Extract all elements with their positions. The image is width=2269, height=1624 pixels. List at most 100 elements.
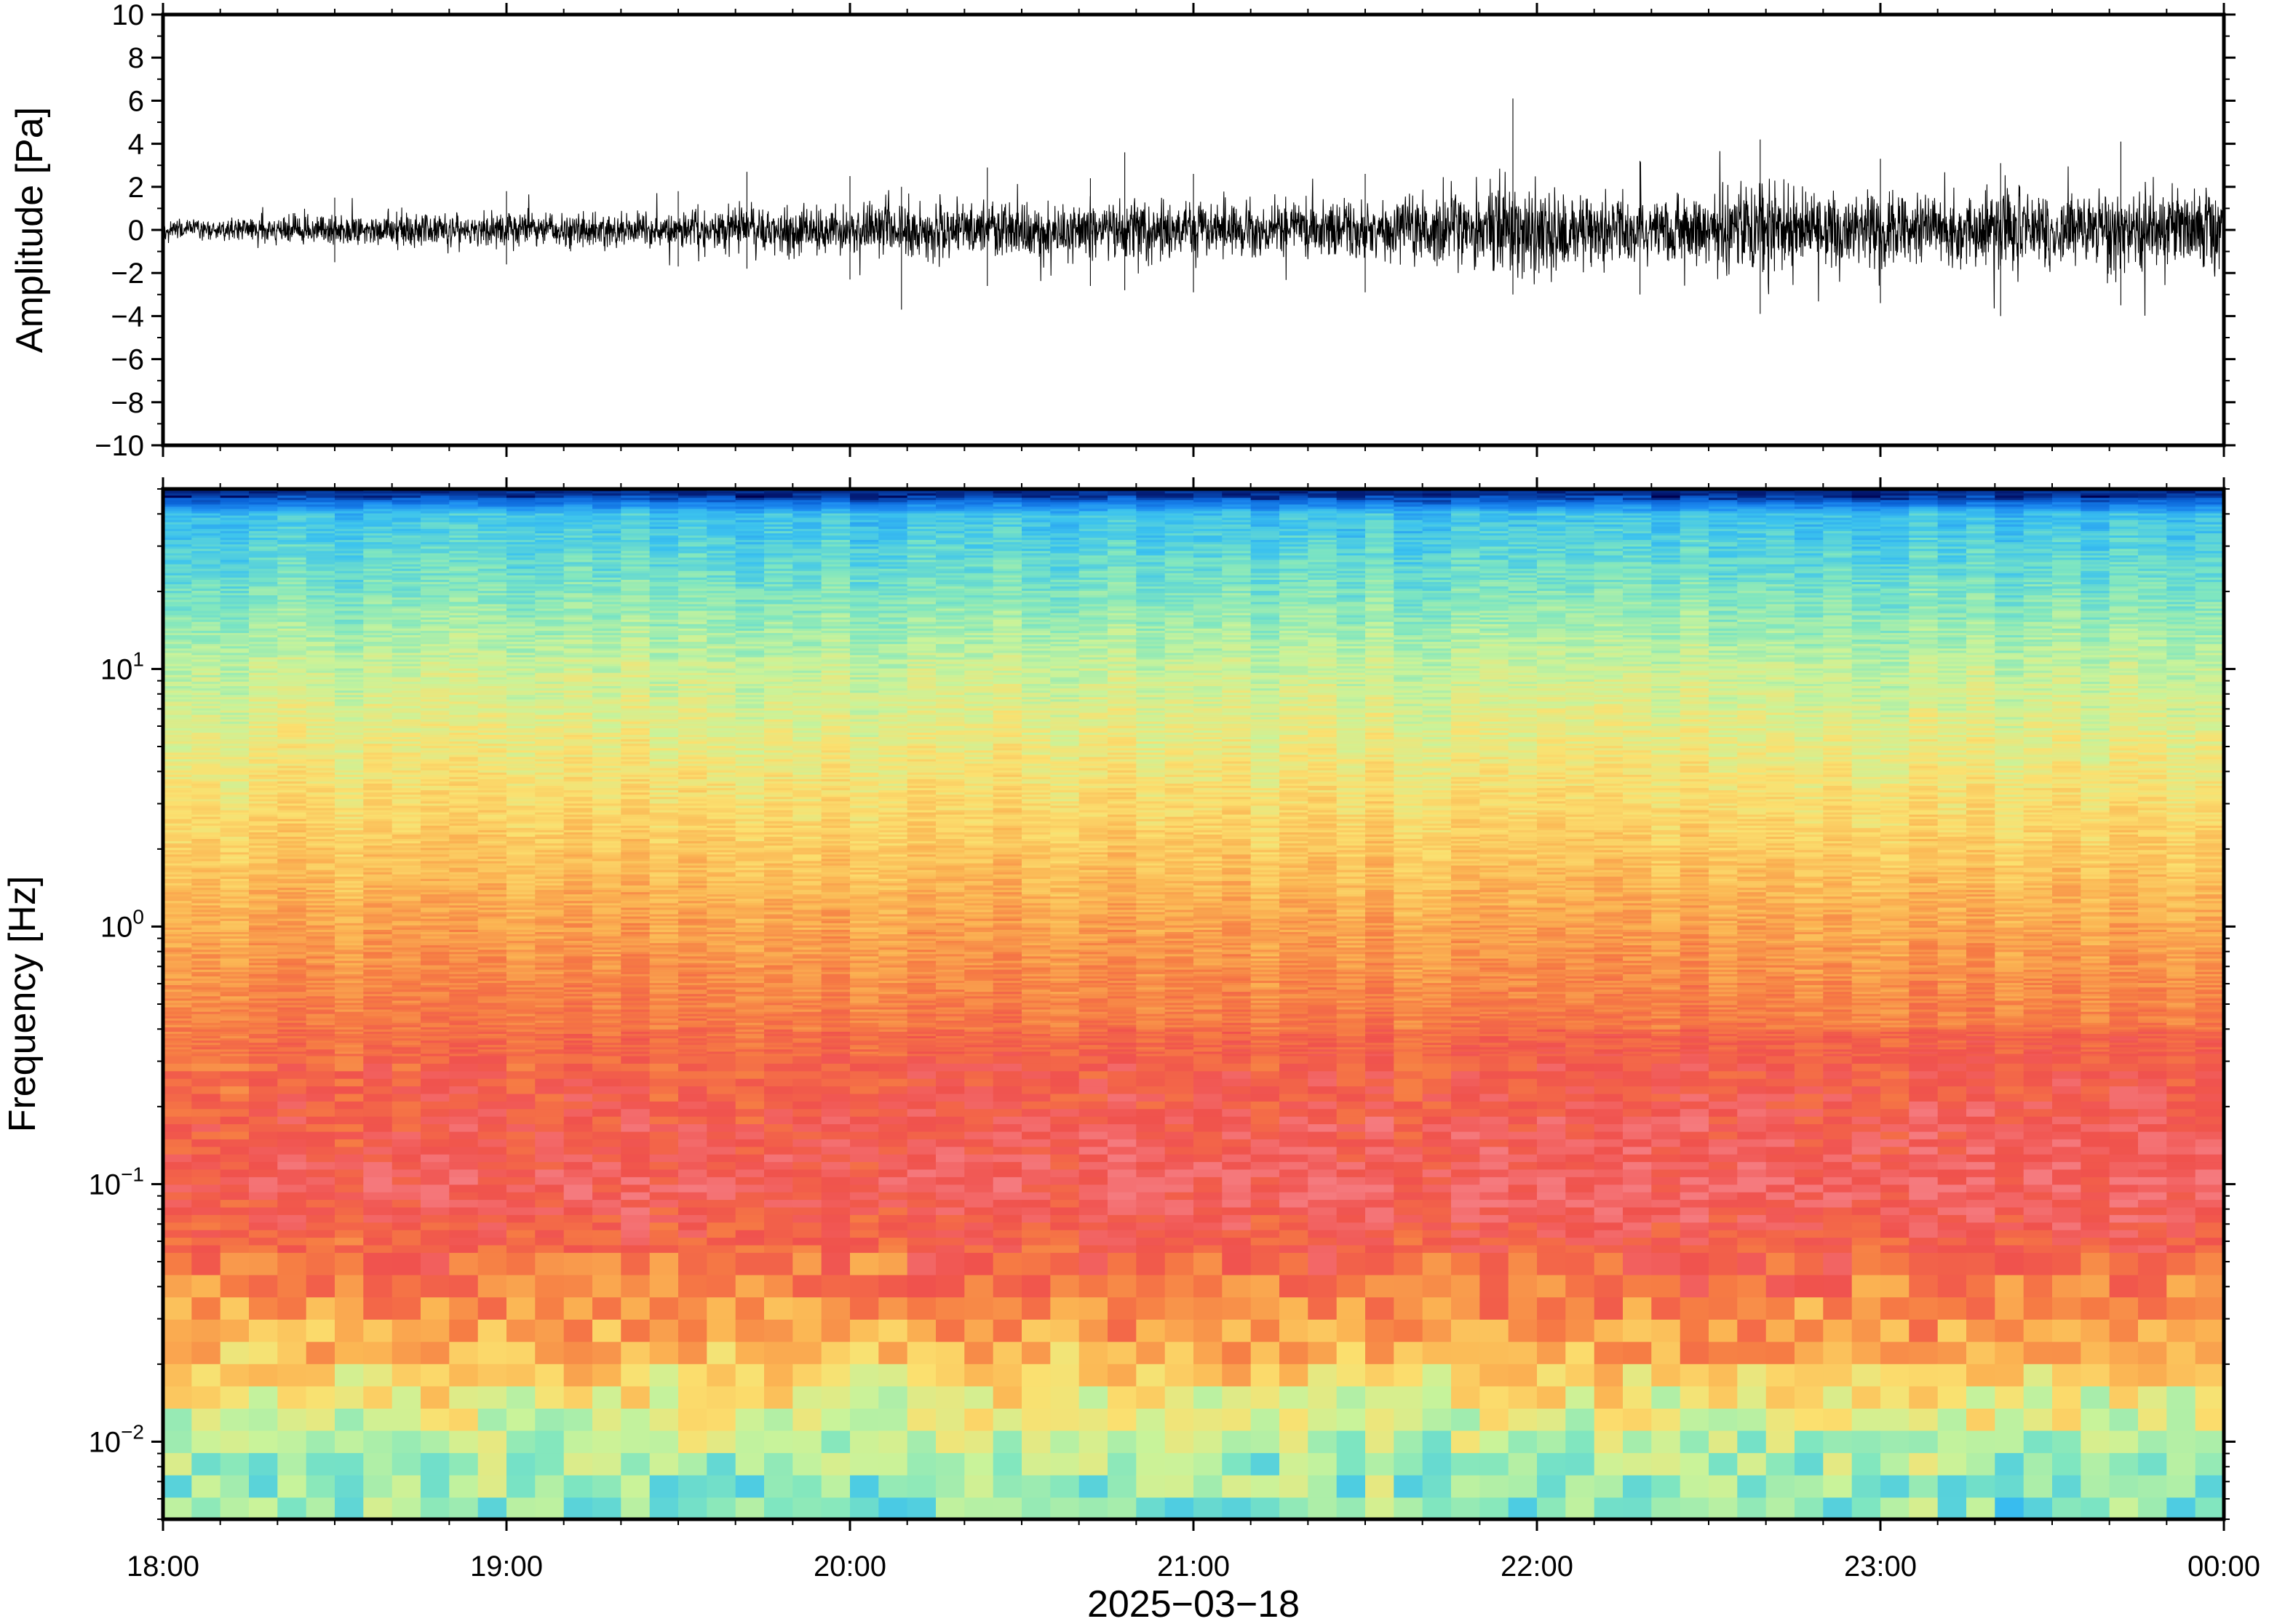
spectrogram-cell xyxy=(249,1252,278,1275)
spectrogram-cell xyxy=(191,1071,220,1079)
spectrogram-cell xyxy=(163,1237,192,1245)
spectrogram-cell xyxy=(306,1452,335,1475)
spectrogram-cell xyxy=(478,1078,507,1086)
spectrogram-cell xyxy=(392,1139,421,1147)
spectrogram-cell xyxy=(621,1408,650,1430)
spectrogram-cell xyxy=(592,1177,621,1185)
spectrogram-cell xyxy=(564,1475,593,1497)
spectrogram-cell xyxy=(478,1386,507,1409)
spectrogram-cell xyxy=(421,1252,450,1275)
spectrogram-cell xyxy=(363,1252,392,1275)
spectrogram-cell xyxy=(535,1386,564,1409)
spectrogram-cell xyxy=(220,1497,250,1519)
spectrogram-cell xyxy=(335,1319,364,1342)
spectrogram-cell xyxy=(363,1154,392,1162)
spectrogram-cell xyxy=(277,1169,306,1177)
spectrogram-cell xyxy=(220,1161,250,1169)
spectrogram-cell xyxy=(163,1364,192,1386)
spectrogram-cell xyxy=(592,1056,621,1064)
spectrogram-cell xyxy=(335,1237,364,1245)
spectrogram-cell xyxy=(191,1078,220,1086)
spectrogram-cell xyxy=(363,1131,392,1139)
spectrogram-cell xyxy=(249,1123,278,1131)
spectrogram-cell xyxy=(249,1452,278,1475)
spectrogram-cell xyxy=(564,1245,593,1253)
spectrogram-cell xyxy=(163,1056,192,1064)
spectrogram-cell xyxy=(592,1192,621,1200)
spectrogram-cell xyxy=(220,1214,250,1222)
spectrogram-cell xyxy=(421,1123,450,1131)
spectrogram-cell xyxy=(449,1252,478,1275)
spectrogram-cell xyxy=(564,1408,593,1430)
spectrogram-cell xyxy=(249,1430,278,1453)
spectrogram-cell xyxy=(363,1475,392,1497)
spectrogram-cell xyxy=(535,1497,564,1519)
spectrogram-cell xyxy=(564,1214,593,1222)
spectrogram-cell xyxy=(564,1199,593,1207)
spectrogram-cell xyxy=(392,1386,421,1409)
spectrogram-cell xyxy=(306,1147,335,1155)
spectrogram-cell xyxy=(306,1094,335,1102)
spectrogram-cell xyxy=(249,1116,278,1124)
spectrogram-cell xyxy=(564,1131,593,1139)
spectrogram-cell xyxy=(163,1147,192,1155)
spectrogram-cell xyxy=(249,1237,278,1245)
spectrogram-cell xyxy=(335,1101,364,1109)
spectrogram-cell xyxy=(392,1109,421,1117)
spectrogram-cell xyxy=(392,1161,421,1169)
spectrogram-cell xyxy=(306,1161,335,1169)
spectrogram-cell xyxy=(306,1408,335,1430)
spectrogram-cell xyxy=(220,1169,250,1177)
spectrogram-cell xyxy=(564,1056,593,1064)
spectrogram-cell xyxy=(306,1207,335,1215)
spectrogram-cell xyxy=(449,1056,478,1064)
spectrogram-cell xyxy=(335,1086,364,1094)
spectrogram-cell xyxy=(421,1131,450,1139)
spectrogram-cell xyxy=(249,1078,278,1086)
spectrogram-cell xyxy=(392,1475,421,1497)
spectrogram-cell xyxy=(421,1139,450,1147)
spectrogram-cell xyxy=(535,1086,564,1094)
spectrogram-cell xyxy=(564,1192,593,1200)
spectrogram-cell xyxy=(592,1214,621,1222)
spectrogram-cell xyxy=(535,1319,564,1342)
spectrogram-cell xyxy=(220,1177,250,1185)
waveform-y-tick-label: −10 xyxy=(95,430,144,462)
spectrogram-cell xyxy=(306,1386,335,1409)
spectrogram-cell xyxy=(592,1169,621,1177)
spectrogram-cell xyxy=(191,1222,220,1230)
waveform-y-tick-label: 0 xyxy=(128,215,144,247)
spectrogram-cell xyxy=(249,1154,278,1162)
spectrogram-cell xyxy=(478,1475,507,1497)
spectrogram-cell xyxy=(564,1275,593,1297)
spectrogram-cell xyxy=(592,1497,621,1519)
spectrogram-cell xyxy=(363,1452,392,1475)
spectrogram-cell xyxy=(592,1297,621,1319)
waveform-y-tick-label: −8 xyxy=(111,387,144,419)
spectrogram-cell xyxy=(335,1177,364,1185)
spectrogram-cell xyxy=(421,1386,450,1409)
spectrogram-cell xyxy=(335,1245,364,1253)
spectrogram-cell xyxy=(363,1199,392,1207)
spectrogram-cell xyxy=(506,1252,536,1275)
spectrogram-cell xyxy=(335,1161,364,1169)
spectrogram-cell xyxy=(478,1364,507,1386)
spectrogram-cell xyxy=(335,1094,364,1102)
spectrogram-cell xyxy=(220,1319,250,1342)
spectrogram-cell xyxy=(277,1297,306,1319)
spectrogram-cell xyxy=(621,1063,650,1071)
spectrogram-cell xyxy=(335,1169,364,1177)
spectrogram-cell xyxy=(249,1063,278,1071)
spectrogram-cell xyxy=(449,1063,478,1071)
spectrogram-cell xyxy=(191,1237,220,1245)
spectrogram-cell xyxy=(621,1192,650,1200)
spectrogram-cell xyxy=(535,1222,564,1230)
spectrogram-cell xyxy=(592,1252,621,1275)
spectrogram-cell xyxy=(592,1237,621,1245)
spectrogram-cell xyxy=(449,1169,478,1177)
spectrogram-cell xyxy=(449,1147,478,1155)
spectrogram-cell xyxy=(421,1109,450,1117)
spectrogram-cell xyxy=(220,1341,250,1364)
spectrogram-cell xyxy=(478,1237,507,1245)
spectrogram-cell xyxy=(220,1094,250,1102)
